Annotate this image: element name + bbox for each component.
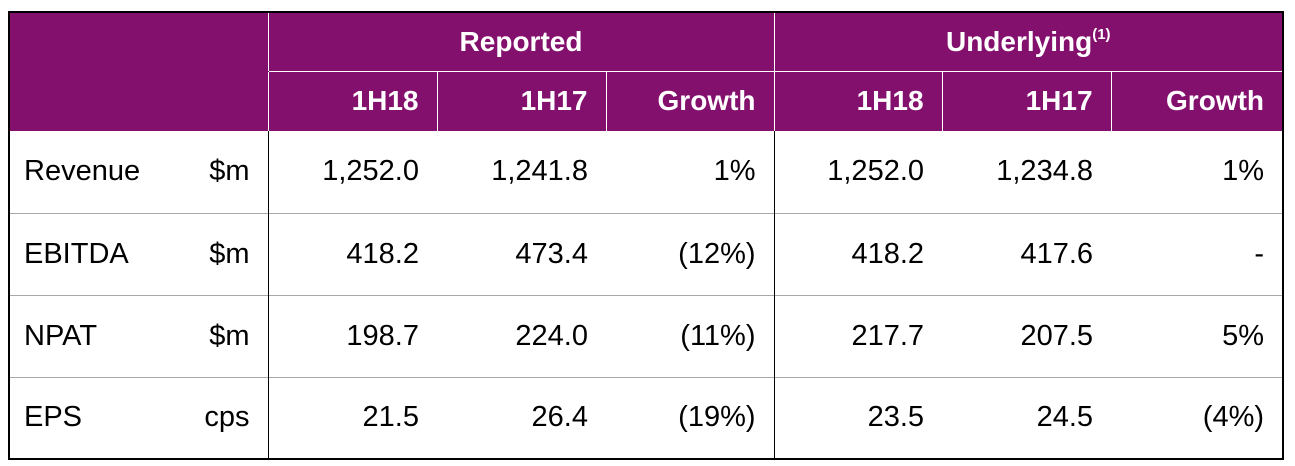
row-unit: $m (177, 131, 268, 213)
row-unit: $m (177, 212, 268, 295)
row-unit: cps (177, 376, 268, 459)
row-unit: $m (177, 294, 268, 377)
header-blank-cell (9, 12, 268, 72)
row-label: Revenue (9, 131, 177, 213)
period-header-row: 1H18 1H17 Growth 1H18 1H17 Growth (9, 71, 1284, 131)
cell-value: 1% (1111, 131, 1284, 213)
row-label: NPAT (9, 294, 177, 377)
cell-value: 473.4 (437, 212, 606, 295)
row-label: EPS (9, 376, 177, 459)
cell-value: (19%) (606, 376, 775, 459)
group-header-reported-label: Reported (459, 25, 583, 57)
column-header-reported-growth: Growth (605, 71, 775, 131)
row-label: EBITDA (9, 212, 177, 295)
cell-value: 207.5 (942, 294, 1112, 377)
cell-value: 198.7 (267, 294, 437, 377)
cell-value: 1,252.0 (773, 131, 943, 213)
group-header-underlying-label: Underlying (945, 25, 1093, 57)
cell-value: (12%) (606, 212, 775, 295)
cell-value: 217.7 (773, 294, 943, 377)
header-blank-cell-2 (9, 71, 268, 131)
column-header-reported-1h17: 1H17 (436, 71, 606, 131)
table-row-eps: EPS cps 21.5 26.4 (19%) 23.5 24.5 (4%) (9, 376, 1284, 459)
column-header-underlying-1h18: 1H18 (773, 71, 943, 131)
footnote-marker: (1) (1092, 25, 1111, 43)
cell-value: - (1111, 212, 1284, 295)
cell-value: 21.5 (267, 376, 437, 459)
cell-value: (4%) (1111, 376, 1284, 459)
table-row-ebitda: EBITDA $m 418.2 473.4 (12%) 418.2 417.6 … (9, 212, 1284, 295)
cell-value: 1,234.8 (942, 131, 1112, 213)
cell-value: 1,241.8 (437, 131, 606, 213)
cell-value: 418.2 (267, 212, 437, 295)
table-row-revenue: Revenue $m 1,252.0 1,241.8 1% 1,252.0 1,… (9, 131, 1284, 213)
group-header-reported: Reported (267, 12, 775, 72)
table-row-npat: NPAT $m 198.7 224.0 (11%) 217.7 207.5 5% (9, 294, 1284, 377)
cell-value: 1% (606, 131, 775, 213)
cell-value: 418.2 (773, 212, 943, 295)
results-table: Reported Underlying(1) 1H18 1H17 Growth … (8, 11, 1285, 460)
cell-value: 417.6 (942, 212, 1112, 295)
cell-value: 5% (1111, 294, 1284, 377)
cell-value: 23.5 (773, 376, 943, 459)
cell-value: 24.5 (942, 376, 1112, 459)
cell-value: 224.0 (437, 294, 606, 377)
cell-value: 1,252.0 (267, 131, 437, 213)
cell-value: (11%) (606, 294, 775, 377)
group-header-row: Reported Underlying(1) (9, 12, 1284, 72)
column-header-underlying-1h17: 1H17 (941, 71, 1112, 131)
column-header-reported-1h18: 1H18 (267, 71, 437, 131)
column-header-underlying-growth: Growth (1110, 71, 1284, 131)
results-table-container: Reported Underlying(1) 1H18 1H17 Growth … (8, 11, 1285, 460)
cell-value: 26.4 (437, 376, 606, 459)
group-header-underlying: Underlying(1) (773, 12, 1284, 72)
